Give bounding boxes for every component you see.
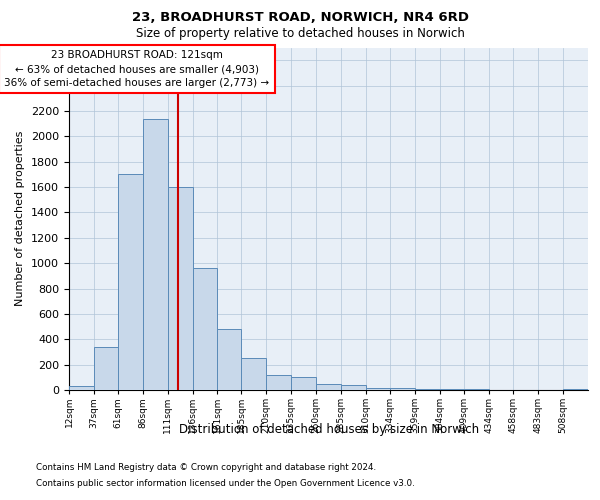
Bar (217, 329, 241, 390)
Text: Distribution of detached houses by size in Norwich: Distribution of detached houses by size … (179, 422, 479, 436)
Y-axis label: Number of detached properties: Number of detached properties (16, 131, 25, 306)
Bar (143, 118, 167, 390)
Bar (193, 268, 217, 390)
Bar (415, 389, 440, 390)
Bar (241, 358, 266, 390)
Bar (118, 174, 143, 390)
Bar (167, 187, 193, 390)
Text: Size of property relative to detached houses in Norwich: Size of property relative to detached ho… (136, 28, 464, 40)
Bar (69, 386, 94, 390)
Bar (94, 347, 118, 390)
Text: 23, BROADHURST ROAD, NORWICH, NR4 6RD: 23, BROADHURST ROAD, NORWICH, NR4 6RD (131, 11, 469, 24)
Bar (316, 384, 341, 390)
Text: 23 BROADHURST ROAD: 121sqm
← 63% of detached houses are smaller (4,903)
36% of s: 23 BROADHURST ROAD: 121sqm ← 63% of deta… (4, 50, 269, 88)
Bar (341, 385, 366, 390)
Bar (366, 388, 390, 390)
Bar (266, 375, 291, 390)
Bar (291, 378, 316, 390)
Text: Contains public sector information licensed under the Open Government Licence v3: Contains public sector information licen… (36, 478, 415, 488)
Bar (390, 388, 415, 390)
Text: Contains HM Land Registry data © Crown copyright and database right 2024.: Contains HM Land Registry data © Crown c… (36, 464, 376, 472)
